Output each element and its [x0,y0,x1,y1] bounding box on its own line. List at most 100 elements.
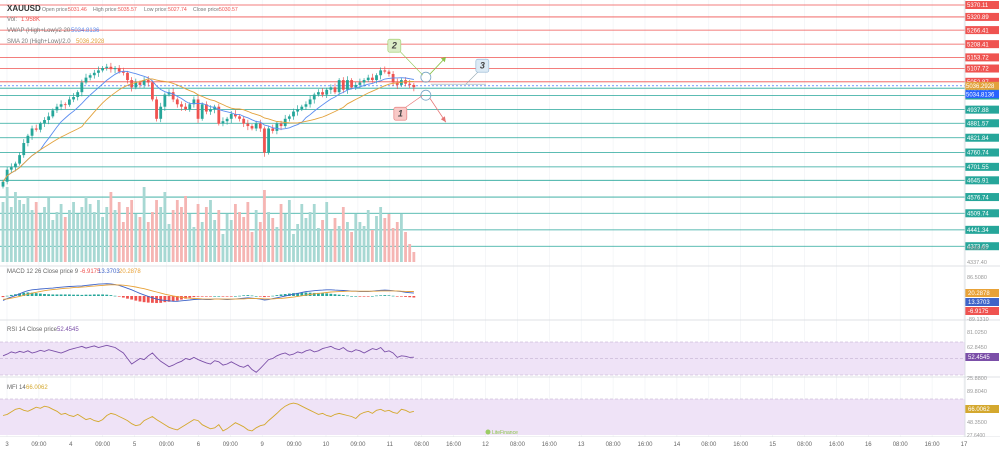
low-value: 5027.74 [168,7,187,13]
candle-body [159,106,163,119]
macd-histogram-bar [321,293,324,296]
volume-bar [63,217,67,262]
candle-body [155,99,158,119]
time-axis-label: 17 [961,442,968,448]
macd-histogram-bar [296,292,300,296]
candle-body [51,110,55,117]
volume-bar [300,204,304,262]
volume-bar [308,212,312,262]
time-axis-label: 14 [674,442,681,448]
candle-body [217,106,221,124]
symbol-label[interactable]: XAUUSD [7,4,41,13]
macd-histogram-bar [225,296,229,297]
candle-body [184,106,187,110]
macd-histogram-bar [30,292,34,296]
macd-histogram-bar [238,295,241,297]
candle-body [105,66,109,68]
time-axis-label: 4 [69,442,73,448]
candle-body [97,70,100,73]
macd-histogram-bar [18,293,21,296]
vwap-label[interactable]: VWAP (High+Low)/2 20 [7,28,71,34]
candles [1,62,416,189]
candle-body [300,106,304,110]
volume-label: Vol: [7,17,17,23]
macd-histogram-bar [130,296,134,300]
green-level-tag [965,105,999,114]
macd-histogram-bar [267,296,270,297]
volume-bar [329,230,333,262]
scenario-1-circle-icon [420,89,432,101]
macd-histogram-bar [412,296,416,298]
candle-body [304,104,308,107]
time-axis-label: 12 [482,442,489,448]
macd-histogram-bar [317,292,320,296]
rsi-axis-low: 25.8800 [967,376,987,382]
time-axis: 3 09:00 4 09:00 5 09:00 6 09:00 9 09:00 10 09:00 11 0… [0,437,1000,449]
green-level-tag-text: 4760.74 [967,151,989,157]
time-axis-label: 15 [769,442,776,448]
macd-histogram-bar [200,296,204,297]
volume-bar [126,207,129,262]
macd-histogram-bar [134,296,138,301]
time-axis-label: 10 [323,442,330,448]
volume-bar [287,200,291,262]
macd-histogram-bar [229,296,233,297]
macd-histogram-bar [51,294,55,296]
candle-body [375,75,378,81]
time-axis-label: 16:00 [733,442,749,448]
candle-body [38,123,42,130]
mfi-label[interactable]: MFI 14 [7,385,26,391]
time-axis-label: 08:00 [893,442,909,448]
volume-bar [142,187,146,262]
volume-bar [358,222,362,262]
rsi-label[interactable]: RSI 14 Close price [7,327,58,333]
candle-body [121,71,125,73]
red-level-tag-text: 5370.11 [967,3,989,9]
macd-histogram-bar [84,294,88,296]
macd-histogram-bar [379,295,383,296]
candle-body [234,113,237,117]
volume-bar [412,252,416,262]
macd-histogram-bar [204,296,208,297]
price-axis-label: 4337.40 [967,260,987,266]
volume-bar [279,204,283,262]
green-level-tag [965,242,999,251]
candle-body [188,104,192,110]
close-label: Close price: [193,7,220,13]
macd-label[interactable]: MACD 12 26 Close price 9 [7,269,79,275]
mfi-axis-top: 89.8040 [967,389,987,395]
mfi-legend: MFI 14 66.0062 [7,385,48,391]
current-price-tag [965,81,999,90]
macd-histogram-bar [400,296,403,297]
candle-body [204,104,208,112]
macd-value-3: 20.2878 [119,269,141,275]
volume-bar [184,196,187,262]
candle-body [267,128,270,153]
volume-bar [1,202,5,262]
green-level-tag-text: 4701.55 [967,165,989,171]
macd-histogram-bar [88,294,92,296]
mfi-pane [0,398,965,435]
macd-histogram-bar [80,294,84,296]
mfi-axis-mid: 48.3500 [967,420,987,426]
volume-bar [213,220,217,262]
candle-body [346,80,349,90]
volume-bar [346,222,349,262]
vwap-value: 5034.8136 [71,28,100,34]
time-axis-label: 16:00 [446,442,462,448]
macd-histogram-bar [14,294,17,296]
candle-body [180,104,183,107]
green-level-tag [965,162,999,171]
time-axis-label: 9 [261,442,265,448]
volume-bar [221,234,225,262]
candle-body [22,143,26,156]
green-level-tag [965,225,999,234]
macd-histogram-bar [76,294,80,296]
time-axis-label: 09:00 [223,442,239,448]
candle-body [117,67,121,72]
sma-label[interactable]: SMA 20 (High+Low)/2.0 [7,39,71,45]
green-level-tag [965,176,999,185]
macd-histogram-bar [258,296,262,297]
volume-bar [225,214,229,262]
